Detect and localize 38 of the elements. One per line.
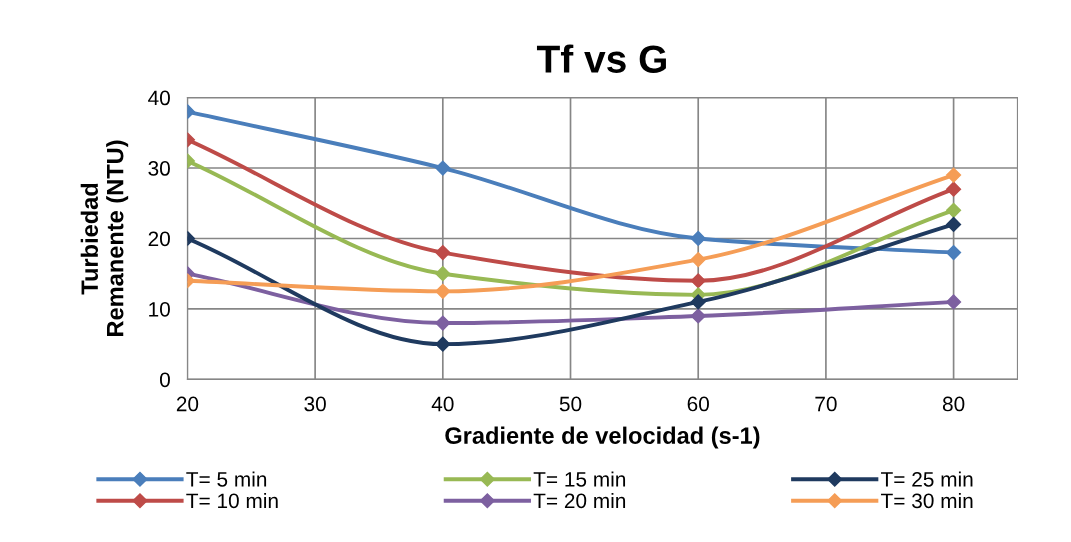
x-tick-label: 40 [431,396,454,412]
legend-label: T= 10 min [186,492,278,509]
point [435,245,451,261]
point [435,336,451,352]
y-tick-label: 0 [159,372,170,388]
chart-title: Tf vs G [536,44,666,73]
y-axis-title: Turbiedad Remanente (NTU) [80,140,129,336]
x-tick-label: 60 [687,396,709,412]
point [690,230,706,247]
legend-label: T= 30 min [881,492,973,509]
point [690,308,706,324]
point [946,216,962,232]
point [690,252,706,268]
point [946,167,962,183]
point [435,283,451,299]
x-axis-title: Gradiente de velocidad (s-1) [445,426,760,449]
point [946,202,962,218]
x-tick-label: 70 [815,396,837,412]
point [435,160,451,176]
point [690,273,706,289]
point [435,315,451,331]
point [946,245,962,261]
x-tick-label: 80 [942,396,965,412]
legend-label: T= 20 min [533,492,626,509]
legend-label: T= 5 min [186,471,267,487]
point [435,266,451,282]
point [946,294,962,310]
y-tick-label: 10 [149,301,170,317]
point [946,181,962,197]
legend-label: T= 25 min [881,471,973,487]
x-tick-label: 30 [304,396,326,412]
y-tick-label: 40 [148,90,170,106]
x-tick-label: 20 [176,396,199,412]
y-tick-label: 20 [148,231,170,247]
point [690,294,706,310]
legend-label: T= 15 min [533,471,626,487]
y-tick-label: 30 [148,161,170,176]
x-tick-label: 50 [559,396,582,412]
